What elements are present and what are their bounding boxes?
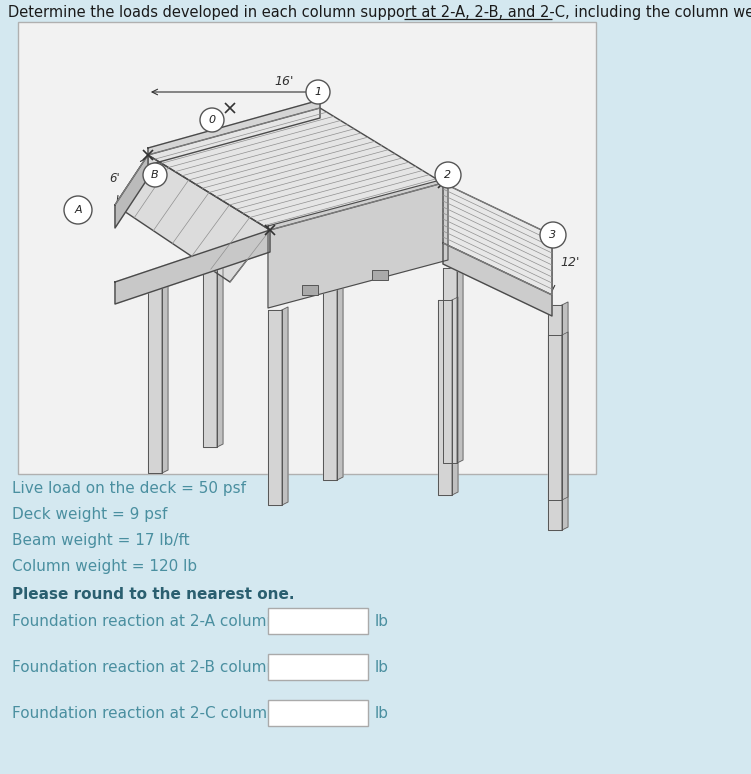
- Circle shape: [435, 162, 461, 188]
- Polygon shape: [562, 332, 568, 530]
- Polygon shape: [203, 252, 217, 447]
- Bar: [268, 608, 368, 634]
- Polygon shape: [323, 285, 337, 480]
- Text: 16': 16': [274, 75, 294, 88]
- Bar: [268, 700, 368, 726]
- Text: 1: 1: [315, 87, 321, 97]
- Text: Please round to the nearest one.: Please round to the nearest one.: [12, 587, 294, 602]
- Circle shape: [200, 108, 224, 132]
- Circle shape: [64, 196, 92, 224]
- Polygon shape: [443, 243, 552, 316]
- Text: Foundation reaction at 2-B column =: Foundation reaction at 2-B column =: [12, 659, 294, 674]
- Bar: [268, 654, 368, 680]
- Text: Foundation reaction at 2-A column =: Foundation reaction at 2-A column =: [12, 614, 294, 628]
- Polygon shape: [457, 265, 463, 463]
- Text: 12': 12': [560, 255, 579, 269]
- Circle shape: [306, 80, 330, 104]
- Text: A: A: [74, 205, 82, 215]
- Polygon shape: [438, 300, 452, 495]
- Polygon shape: [443, 183, 552, 295]
- Text: lb: lb: [375, 705, 389, 721]
- Text: Deck weight = 9 psf: Deck weight = 9 psf: [12, 507, 167, 522]
- Polygon shape: [337, 282, 343, 480]
- Text: Determine the loads developed in each column support at 2-A, 2-B, and 2-C, inclu: Determine the loads developed in each co…: [8, 5, 751, 20]
- Polygon shape: [452, 297, 458, 495]
- Polygon shape: [148, 108, 443, 230]
- Polygon shape: [115, 155, 270, 282]
- Text: Live load on the deck = 50 psf: Live load on the deck = 50 psf: [12, 481, 246, 496]
- Circle shape: [143, 163, 167, 187]
- Text: 3: 3: [550, 230, 556, 240]
- Polygon shape: [217, 249, 223, 447]
- Polygon shape: [548, 335, 562, 530]
- Polygon shape: [282, 307, 288, 505]
- Text: lb: lb: [375, 614, 389, 628]
- Text: 0: 0: [209, 115, 216, 125]
- Polygon shape: [443, 268, 457, 463]
- Polygon shape: [548, 305, 562, 500]
- Text: Column weight = 120 lb: Column weight = 120 lb: [12, 559, 197, 574]
- Text: 2: 2: [445, 170, 451, 180]
- Polygon shape: [148, 278, 162, 473]
- Text: 6': 6': [109, 172, 120, 184]
- Polygon shape: [115, 155, 148, 228]
- Text: lb: lb: [375, 659, 389, 674]
- Polygon shape: [268, 178, 448, 308]
- Text: Foundation reaction at 2-C column =: Foundation reaction at 2-C column =: [12, 705, 294, 721]
- Polygon shape: [562, 302, 568, 500]
- Polygon shape: [148, 100, 320, 165]
- Text: Beam weight = 17 lb/ft: Beam weight = 17 lb/ft: [12, 533, 189, 548]
- Bar: [18, 22, 596, 474]
- Bar: [372, 270, 388, 280]
- Polygon shape: [268, 310, 282, 505]
- Polygon shape: [162, 275, 168, 473]
- Circle shape: [540, 222, 566, 248]
- Text: B: B: [151, 170, 158, 180]
- Polygon shape: [115, 230, 270, 304]
- Bar: [302, 285, 318, 295]
